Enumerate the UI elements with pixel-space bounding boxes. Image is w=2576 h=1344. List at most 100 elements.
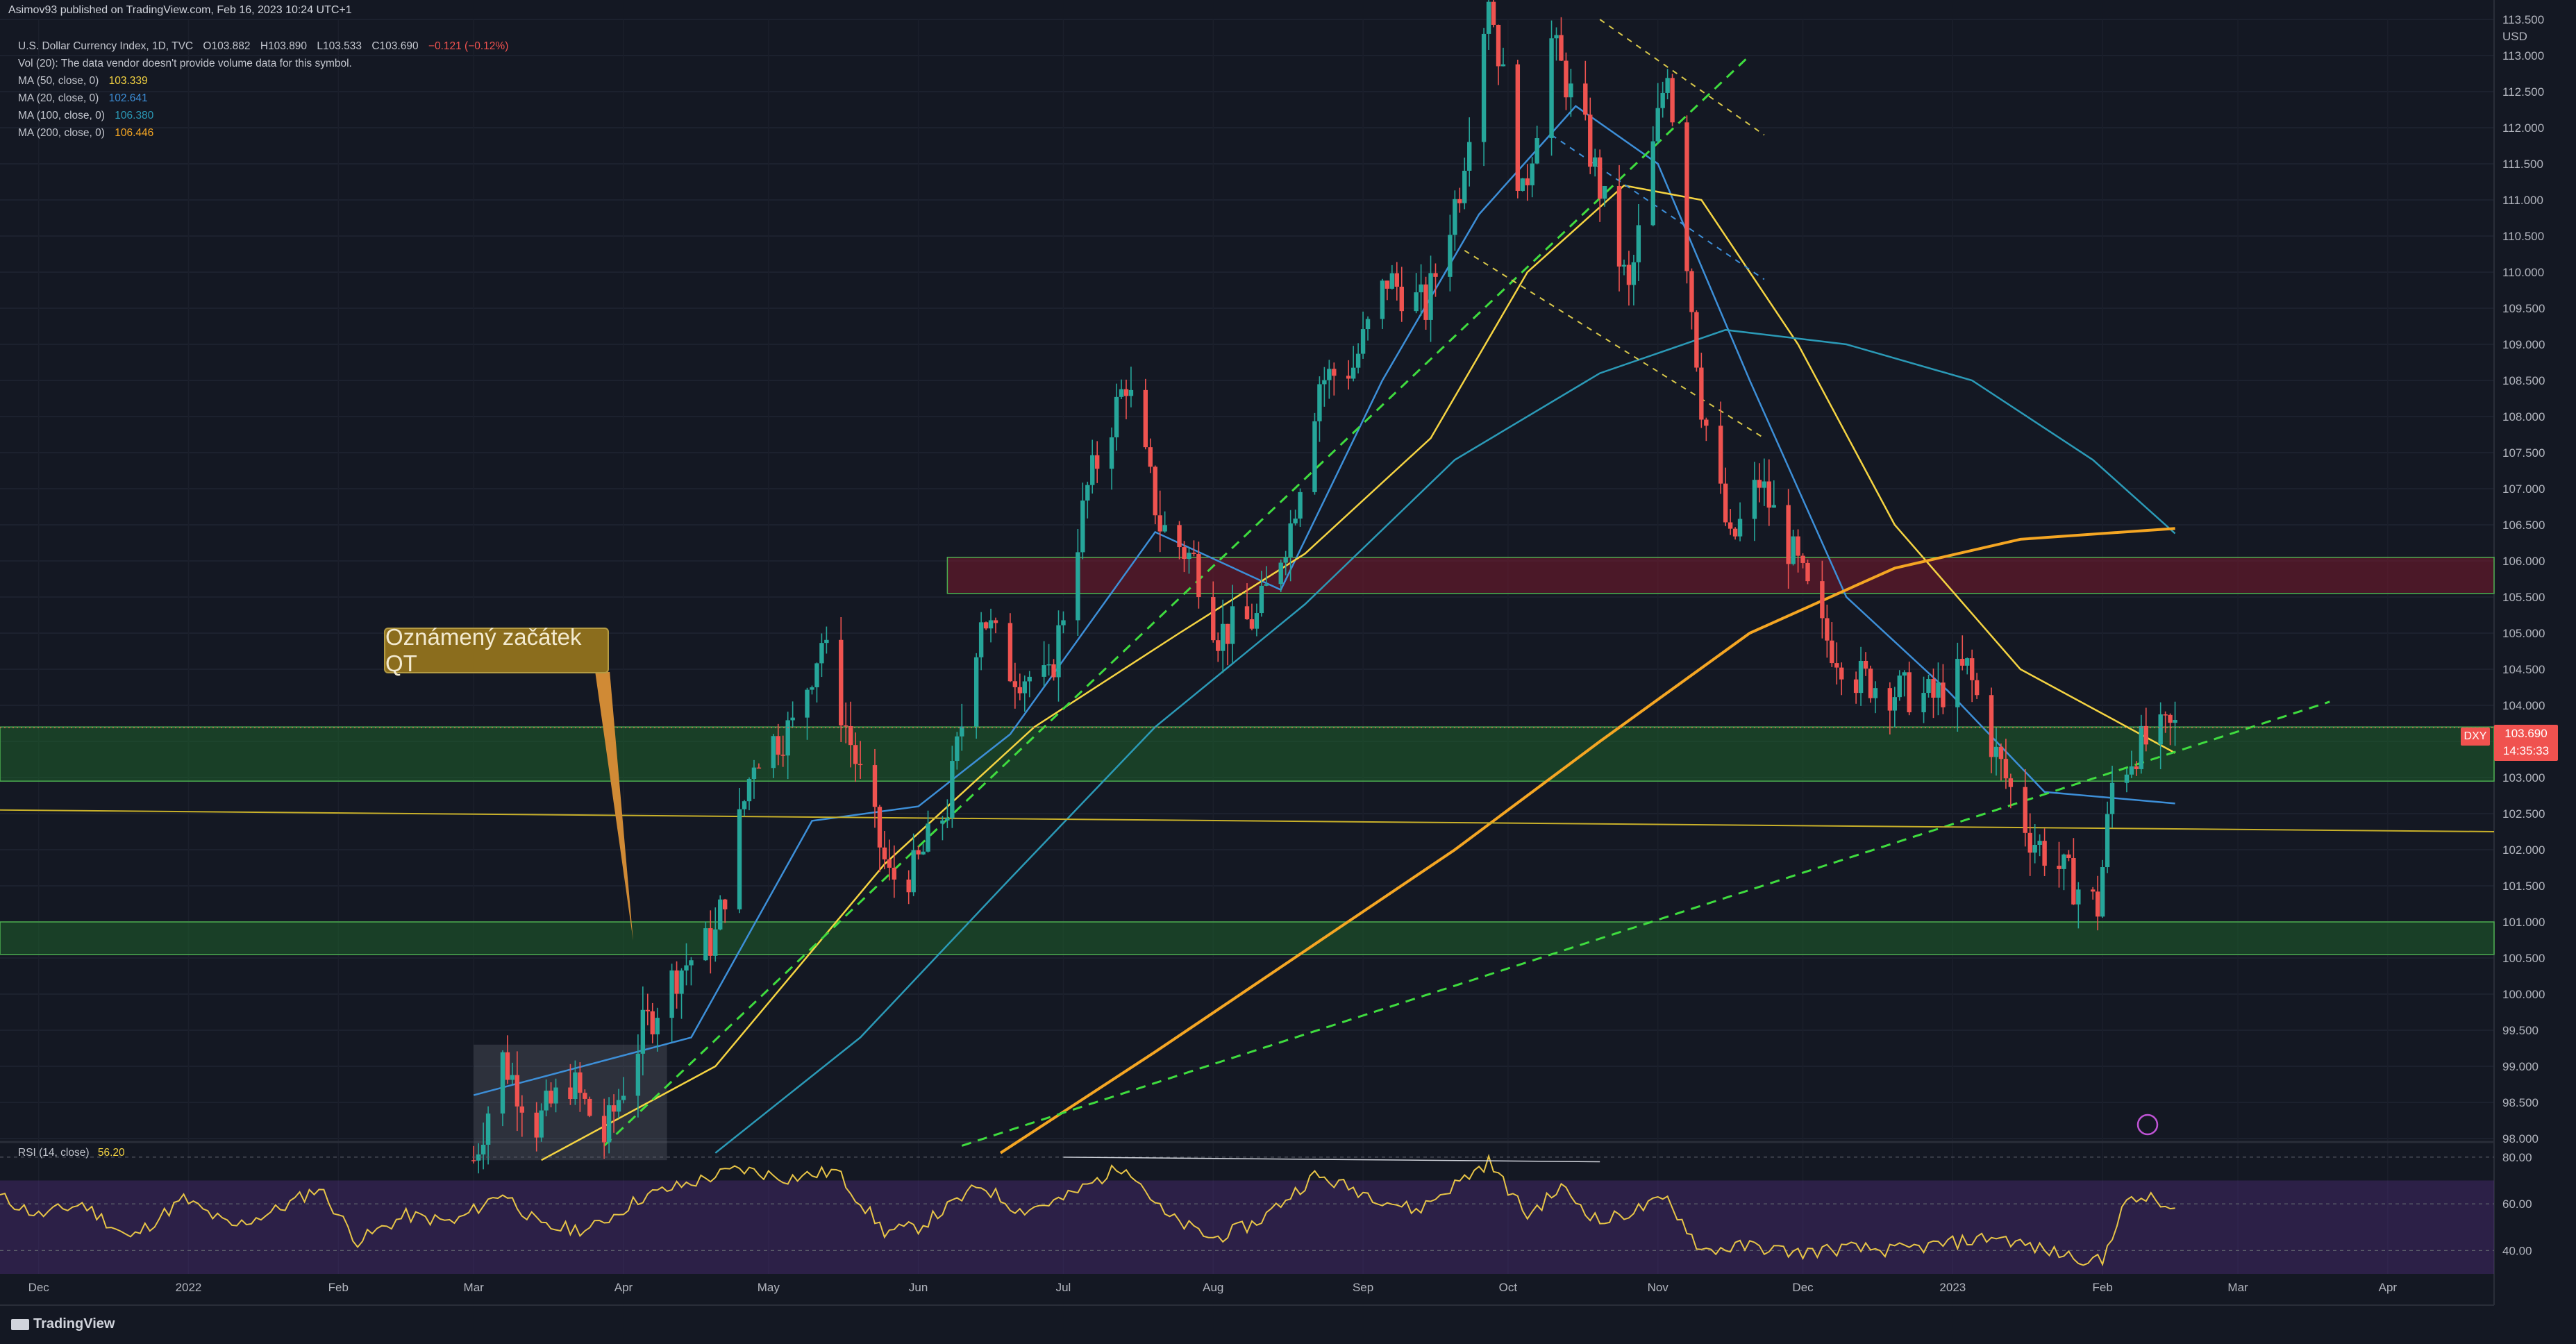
- candle-body: [1660, 92, 1665, 108]
- candle-body: [1897, 675, 1902, 698]
- candle-body: [655, 1018, 660, 1034]
- candle-body: [1433, 273, 1438, 277]
- candle-body: [2173, 720, 2177, 723]
- rsi-band: [0, 1180, 2494, 1274]
- candle-body: [568, 1087, 573, 1100]
- candle-body: [1123, 389, 1129, 396]
- legend-panel: U.S. Dollar Currency Index, 1D, TVC O103…: [18, 37, 508, 142]
- candle-body: [1559, 35, 1564, 61]
- price-tick-label: 99.000: [2502, 1060, 2539, 1073]
- candle-body: [1626, 264, 1632, 285]
- ma-legend-100[interactable]: MA (100, close, 0) 106.380: [18, 110, 154, 121]
- candle-body: [2139, 725, 2144, 769]
- candle-body: [1737, 519, 1743, 537]
- qt-annotation[interactable]: Oznámený začátek QT: [384, 624, 609, 676]
- ma-legend-200[interactable]: MA (200, close, 0) 106.446: [18, 127, 154, 139]
- candle-body: [1119, 389, 1124, 397]
- candle-body: [515, 1075, 520, 1107]
- price-tick-label: 104.500: [2502, 663, 2545, 676]
- alert-icon: [2136, 1114, 2159, 1136]
- candle-body: [1825, 618, 1830, 641]
- candle-body: [1220, 623, 1226, 651]
- candle-body: [1109, 437, 1114, 469]
- ma-line-ma50: [541, 184, 2176, 1161]
- candle-body: [1800, 555, 1805, 563]
- candle-body: [2129, 766, 2134, 775]
- candle-body: [1993, 746, 1999, 757]
- candle-body: [955, 736, 960, 762]
- candle-body: [1974, 680, 1980, 696]
- candle-body: [872, 765, 878, 807]
- candle-body: [1428, 273, 1433, 320]
- price-tick-label: 98.500: [2502, 1096, 2539, 1109]
- candle-body: [771, 736, 776, 768]
- candle-body: [2100, 867, 2105, 917]
- candle-body: [1723, 483, 1728, 523]
- volume-note[interactable]: Vol (20): The data vendor doesn't provid…: [18, 58, 352, 69]
- price-tick-label: 98.000: [2502, 1132, 2539, 1145]
- candle-body: [635, 1053, 641, 1096]
- candle-body: [674, 970, 679, 994]
- price-tick-label: 100.000: [2502, 988, 2545, 1001]
- candle-body: [1143, 389, 1148, 448]
- last-price-tag: 103.690 14:35:33: [2494, 725, 2558, 761]
- candle-body: [1597, 157, 1603, 199]
- candle-body: [1931, 679, 1936, 698]
- candle-body: [1230, 606, 1235, 644]
- time-tick-label: 2023: [1939, 1281, 1966, 1294]
- candle-body: [814, 663, 819, 688]
- candle-body: [1491, 1, 1496, 25]
- candle-body: [1022, 681, 1027, 694]
- candle-body: [1786, 505, 1791, 564]
- symbol-line[interactable]: U.S. Dollar Currency Index, 1D, TVC O103…: [18, 37, 508, 55]
- ma-legend-50[interactable]: MA (50, close, 0) 103.339: [18, 75, 148, 87]
- candle-body: [853, 745, 858, 764]
- rsi-legend[interactable]: RSI (14, close) 56.20: [18, 1147, 125, 1159]
- price-tick-label: 112.000: [2502, 121, 2544, 135]
- candle-body: [1689, 271, 1694, 312]
- price-tick-label: 109.500: [2502, 302, 2545, 315]
- candle-body: [1389, 273, 1395, 289]
- candles-group: [471, 0, 2177, 1174]
- candle-body: [988, 620, 994, 629]
- candle-body: [1051, 664, 1056, 678]
- time-tick-label: Apr: [614, 1281, 633, 1294]
- candle-body: [1327, 369, 1332, 380]
- time-tick-label: Mar: [464, 1281, 485, 1294]
- candle-body: [916, 850, 921, 855]
- publisher-header: Asimov93 published on TradingView.com, F…: [8, 4, 352, 16]
- candle-body: [1757, 480, 1762, 488]
- candle-body: [703, 928, 708, 961]
- price-tick-label: 111.000: [2502, 194, 2543, 207]
- candle-body: [645, 1009, 651, 1011]
- ma-line-ma200: [999, 527, 2175, 1154]
- candle-body: [751, 767, 757, 780]
- candle-body: [1853, 679, 1859, 694]
- candle-body: [1114, 396, 1119, 437]
- candle-body: [1694, 312, 1699, 368]
- ohlc-high: H103.890: [260, 40, 308, 52]
- candle-body: [1616, 186, 1622, 267]
- candle-body: [1467, 142, 1472, 171]
- annotation-arrow: [595, 672, 633, 941]
- price-tick-label: 102.500: [2502, 807, 2545, 821]
- candle-body: [1969, 658, 1975, 680]
- candle-body: [1955, 659, 1960, 707]
- candle-body: [1830, 640, 1834, 664]
- candle-body: [1554, 35, 1559, 39]
- ma-legend-20[interactable]: MA (20, close, 0) 102.641: [18, 92, 148, 104]
- candle-body: [2105, 814, 2110, 868]
- candle-body: [780, 755, 785, 756]
- candle-body: [1457, 199, 1462, 203]
- candle-body: [1332, 369, 1337, 376]
- tradingview-logo[interactable]: TradingView: [11, 1316, 115, 1332]
- price-tick-label: 105.500: [2502, 591, 2545, 604]
- candle-body: [911, 850, 916, 893]
- time-tick-label: Aug: [1203, 1281, 1223, 1294]
- candle-body: [2091, 889, 2096, 892]
- candle-body: [1254, 613, 1260, 629]
- time-tick-label: Jul: [1056, 1281, 1071, 1294]
- candle-body: [1486, 1, 1491, 34]
